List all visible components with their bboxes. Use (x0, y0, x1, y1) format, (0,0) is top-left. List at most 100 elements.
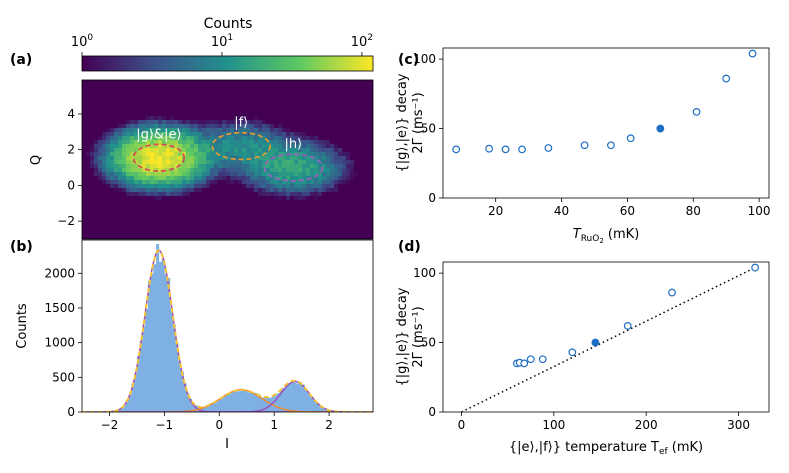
heatmap-cell (270, 132, 274, 136)
heatmap-cell (154, 140, 158, 144)
heatmap-cell (130, 128, 134, 132)
heatmap-cell (302, 168, 306, 172)
heatmap-cell (290, 140, 294, 144)
heatmap-cell (170, 184, 174, 188)
x-tick-label: 0 (215, 418, 223, 432)
heatmap-cell (162, 136, 166, 140)
heatmap-cell (314, 192, 318, 196)
heatmap-cell (202, 144, 206, 148)
heatmap-cell (286, 140, 290, 144)
heatmap-cell (98, 140, 102, 144)
heatmap-cell (242, 116, 246, 120)
heatmap-cell (306, 168, 310, 172)
heatmap-cell (306, 188, 310, 192)
heatmap-cell (190, 128, 194, 132)
heatmap-cell (334, 184, 338, 188)
heatmap-cell (310, 164, 314, 168)
heatmap-cell (286, 148, 290, 152)
heatmap-cell (162, 184, 166, 188)
heatmap-cell (154, 188, 158, 192)
heatmap-cell (262, 120, 266, 124)
histogram-bar (167, 277, 171, 412)
heatmap-cell (106, 160, 110, 164)
heatmap-cell (118, 188, 122, 192)
heatmap-cell (154, 148, 158, 152)
heatmap-cell (290, 136, 294, 140)
heatmap-cell (326, 144, 330, 148)
heatmap-cell (314, 184, 318, 188)
heatmap-cell (138, 192, 142, 196)
heatmap-cell (178, 140, 182, 144)
heatmap-cell (270, 152, 274, 156)
heatmap-cell (306, 196, 310, 200)
heatmap-cell (150, 124, 154, 128)
heatmap-cell (146, 156, 150, 160)
heatmap-cell (114, 136, 118, 140)
heatmap-cell (274, 168, 278, 172)
heatmap-cell (182, 124, 186, 128)
heatmap-cell (198, 144, 202, 148)
heatmap-cell (262, 188, 266, 192)
heatmap-cell (130, 148, 134, 152)
heatmap-cell (286, 168, 290, 172)
heatmap-cell (126, 148, 130, 152)
heatmap-cell (298, 168, 302, 172)
heatmap-cell (114, 128, 118, 132)
heatmap-cell (326, 160, 330, 164)
heatmap-cell (226, 172, 230, 176)
heatmap-cell (314, 144, 318, 148)
heatmap-cell (242, 136, 246, 140)
heatmap-cell (266, 176, 270, 180)
heatmap-cell (226, 144, 230, 148)
heatmap-cell (262, 180, 266, 184)
heatmap-cell (270, 140, 274, 144)
heatmap-cell (310, 176, 314, 180)
heatmap-cell (130, 132, 134, 136)
heatmap-cell (206, 152, 210, 156)
heatmap-cell (114, 160, 118, 164)
heatmap-cell (266, 188, 270, 192)
heatmap-cell (214, 176, 218, 180)
heatmap-cell (150, 160, 154, 164)
heatmap-cell (142, 144, 146, 148)
heatmap-cell (202, 164, 206, 168)
heatmap-cell (142, 136, 146, 140)
heatmap-cell (298, 140, 302, 144)
heatmap-cell (110, 140, 114, 144)
heatmap-cell (242, 120, 246, 124)
heatmap-cell (158, 172, 162, 176)
heatmap-cell (170, 132, 174, 136)
heatmap-cell (126, 180, 130, 184)
heatmap-cell (178, 128, 182, 132)
heatmap-cell (322, 160, 326, 164)
heatmap-cell (334, 144, 338, 148)
heatmap-cell (330, 160, 334, 164)
heatmap-cell (314, 136, 318, 140)
heatmap-cell (330, 180, 334, 184)
heatmap-cell (174, 176, 178, 180)
data-point (526, 355, 535, 364)
heatmap-cell (246, 164, 250, 168)
histogram-bar (200, 407, 204, 412)
heatmap-cell (242, 164, 246, 168)
x-tick-label: 2 (325, 418, 333, 432)
heatmap-cell (174, 128, 178, 132)
heatmap-cell (282, 172, 286, 176)
heatmap-cell (226, 160, 230, 164)
heatmap-cell (86, 152, 90, 156)
panel-c-xlabel: TRuO2 (mK) (573, 227, 640, 245)
heatmap-cell (338, 148, 342, 152)
heatmap-cell (134, 140, 138, 144)
heatmap-cell (114, 188, 118, 192)
heatmap-cell (110, 160, 114, 164)
colorbar-tick-label: 102 (351, 33, 373, 50)
histogram-bar (222, 396, 226, 412)
heatmap-cell (294, 196, 298, 200)
heatmap-cell (170, 116, 174, 120)
heatmap-cell (186, 148, 190, 152)
heatmap-cell (174, 148, 178, 152)
histogram-bar (257, 394, 261, 412)
heatmap-cell (146, 124, 150, 128)
state-circle (263, 153, 324, 182)
histogram-bar (230, 391, 234, 412)
